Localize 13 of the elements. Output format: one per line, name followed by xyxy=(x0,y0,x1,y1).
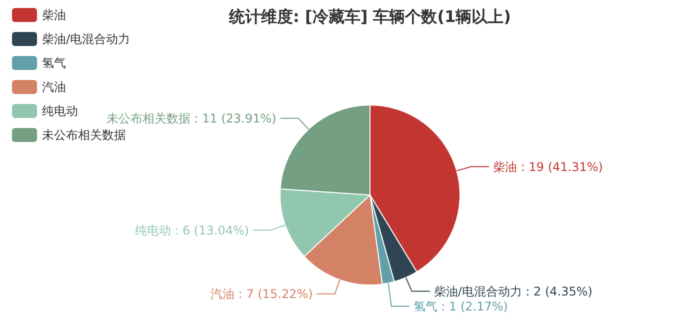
category-label: 汽油 : 7 (15.22%) xyxy=(210,287,313,302)
legend-label: 柴油/电混合动力 xyxy=(42,32,130,46)
category-label: 柴油/电混合动力 : 2 (4.35%) xyxy=(434,284,592,299)
legend-label: 氢气 xyxy=(42,56,66,70)
category-label: 纯电动 : 6 (13.04%) xyxy=(134,223,250,238)
category-label: 未公布相关数据 : 11 (23.91%) xyxy=(106,111,276,126)
category-label: 柴油 : 19 (41.31%) xyxy=(493,160,603,174)
legend-label: 未公布相关数据 xyxy=(42,128,126,142)
category-label: 氢气 : 1 (2.17%) xyxy=(413,300,508,314)
legend-label: 纯电动 xyxy=(42,104,78,118)
legend-label: 柴油 xyxy=(42,8,66,22)
legend-label: 汽油 xyxy=(42,80,66,94)
chart-title: 统计维度: [冷藏车] 车辆个数(1辆以上) xyxy=(228,7,511,26)
